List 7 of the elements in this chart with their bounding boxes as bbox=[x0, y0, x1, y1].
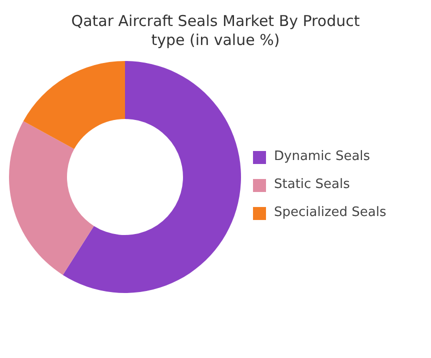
legend-label: Specialized Seals bbox=[274, 204, 386, 222]
donut-slice bbox=[9, 121, 94, 275]
donut-slice bbox=[62, 61, 241, 293]
legend-label: Dynamic Seals bbox=[274, 148, 370, 166]
chart-title: Qatar Aircraft Seals Market By Product type (in value %) bbox=[70, 11, 361, 50]
legend-label: Static Seals bbox=[274, 176, 350, 194]
donut-slice bbox=[23, 61, 125, 150]
